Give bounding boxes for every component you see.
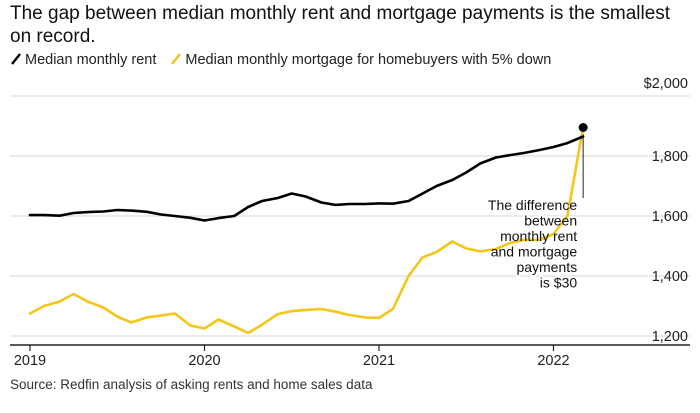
y-tick-label: $2,000	[644, 76, 688, 92]
annotation-text: and mortgage	[491, 244, 578, 260]
annotation-text: monthly rent	[500, 228, 577, 244]
y-tick-label: 1,200	[652, 329, 688, 345]
legend-item-rent: Median monthly rent	[10, 52, 156, 68]
annotation-text-halo: payments	[516, 259, 577, 275]
annotation-text-halo: between	[524, 213, 577, 229]
chart-title: The gap between median monthly rent and …	[10, 3, 671, 47]
x-tick-label: 2020	[188, 353, 220, 369]
x-tick-label: 2019	[14, 353, 46, 369]
legend-label-mortgage: Median monthly mortgage for homebuyers w…	[185, 52, 552, 68]
y-tick-label: 1,400	[652, 269, 688, 285]
legend-swatch-rent	[11, 53, 21, 65]
legend: Median monthly rent Median monthly mortg…	[10, 52, 561, 68]
y-tick-label: 1,800	[652, 149, 688, 165]
source-note: Source: Redfin analysis of asking rents …	[10, 377, 373, 392]
rent-line	[28, 135, 585, 222]
legend-item-mortgage: Median monthly mortgage for homebuyers w…	[170, 52, 551, 68]
annotation-text: payments	[516, 259, 577, 275]
x-tick-label: 2022	[537, 353, 569, 369]
legend-swatch-mortgage	[171, 53, 182, 65]
annotation-text-halo: and mortgage	[491, 244, 578, 260]
legend-label-rent: Median monthly rent	[25, 52, 157, 68]
annotation-text: The difference	[488, 197, 577, 213]
y-tick-label: 1,600	[652, 209, 688, 225]
annotation-text: is $30	[540, 275, 578, 291]
annotation-text-halo: The difference	[488, 197, 577, 213]
annotation-text-halo: is $30	[540, 275, 578, 291]
mortgage-line	[28, 126, 585, 335]
endpoint-marker	[578, 123, 588, 132]
x-tick-label: 2021	[363, 353, 395, 369]
annotation-text: between	[524, 213, 577, 229]
